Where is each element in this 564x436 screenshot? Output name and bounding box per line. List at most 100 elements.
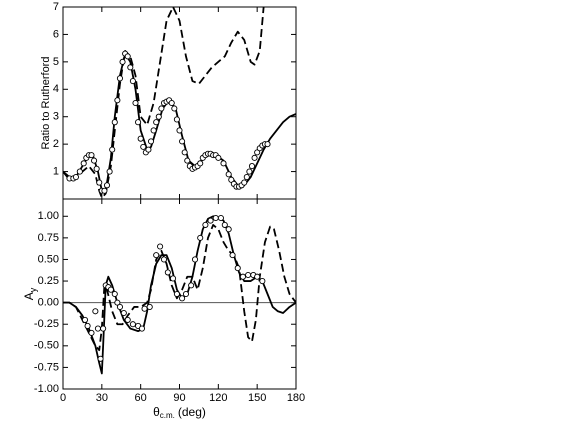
data-point [81, 316, 89, 323]
plot-frame [62, 198, 297, 390]
data-point [197, 234, 204, 241]
dashed-curve [63, 224, 296, 352]
y-axis-label-main: A [22, 292, 36, 300]
data-point [239, 273, 246, 280]
data-point [72, 174, 79, 181]
x-axis-label-main: θ [153, 405, 160, 419]
data-point [141, 305, 148, 312]
data-point [138, 325, 146, 332]
x-tick-label: 180 [287, 392, 305, 404]
data-point [197, 160, 204, 167]
data-point [80, 160, 87, 167]
data-point [181, 149, 188, 156]
data-point [188, 282, 195, 289]
data-point [157, 243, 164, 250]
data-point [146, 303, 153, 311]
data-point [127, 64, 134, 71]
data-point [111, 290, 118, 298]
data-point [202, 221, 209, 228]
data-point [114, 97, 121, 104]
data-point [88, 329, 95, 336]
data-point [254, 273, 261, 280]
data-point [114, 299, 121, 306]
data-point [94, 325, 101, 332]
x-tick-label: 0 [60, 392, 66, 404]
data-point [217, 214, 224, 222]
data-point [158, 105, 165, 112]
data-point [215, 154, 222, 161]
data-point [171, 105, 178, 112]
y-tick-label: 0.75 [38, 232, 59, 244]
data-point [106, 168, 113, 175]
plot-area [63, 7, 296, 199]
y-tick-label: -1.00 [34, 383, 59, 395]
data-point [182, 290, 190, 298]
data-point [92, 308, 99, 315]
data-point [173, 290, 180, 298]
data-point [129, 78, 136, 85]
data-point [93, 165, 100, 172]
y-tick-label: 3 [53, 111, 59, 123]
data-point [120, 309, 127, 317]
y-tick-label: 0.00 [38, 297, 59, 309]
data-point [220, 160, 227, 167]
x-tick-label: 90 [173, 392, 185, 404]
x-axis-label-sub: c.m. [160, 411, 175, 420]
x-tick-label: 60 [135, 392, 147, 404]
data-point [119, 58, 126, 65]
y-axis-label: Ratio to Rutherford [40, 57, 52, 150]
data-point [91, 157, 98, 164]
data-point [111, 119, 118, 126]
data-point [96, 179, 103, 186]
data-point [76, 168, 83, 175]
y-tick-label: 1.00 [38, 210, 59, 222]
y-tick-label: 5 [53, 56, 59, 68]
data-point [229, 252, 236, 259]
data-point [179, 295, 186, 302]
data-point [124, 316, 131, 323]
data-point [100, 325, 107, 332]
data-point [160, 256, 168, 263]
data-point [248, 163, 256, 170]
data-point [225, 226, 232, 233]
x-tick-label: 120 [209, 392, 227, 404]
data-point [264, 141, 271, 148]
data-point [116, 303, 124, 311]
y-tick-label: 0.50 [38, 253, 59, 265]
data-point [245, 271, 252, 279]
data-point [179, 138, 186, 145]
data-point [191, 256, 199, 263]
y-axis-label-sub: y [28, 287, 38, 292]
x-tick-label: 150 [248, 392, 266, 404]
y-tick-label: 6 [53, 28, 59, 40]
y-tick-label: 2 [53, 138, 59, 150]
data-point [135, 119, 142, 126]
data-point [251, 154, 258, 161]
data-point [107, 286, 114, 293]
y-tick-label: 1 [53, 165, 59, 177]
data-point [234, 265, 241, 272]
data-point [129, 321, 136, 328]
data-point [84, 322, 91, 330]
data-point [124, 53, 131, 60]
data-point [164, 269, 171, 276]
y-axis-label: Ay [22, 287, 38, 300]
data-point [207, 217, 214, 224]
data-point [101, 187, 108, 194]
data-point [176, 127, 183, 134]
data-point [173, 116, 180, 123]
data-point [137, 135, 144, 142]
y-tick-label: 7 [53, 1, 59, 13]
plot-area [63, 214, 296, 375]
data-point [140, 143, 147, 150]
x-axis-label-unit: (deg) [178, 405, 206, 419]
data-point [147, 138, 155, 145]
y-tick-label: -0.25 [34, 318, 59, 330]
x-tick-label: 30 [96, 392, 108, 404]
data-point [212, 214, 219, 222]
data-point [132, 99, 139, 107]
data-point [241, 179, 248, 186]
data-point [88, 152, 95, 159]
data-point [155, 113, 162, 120]
